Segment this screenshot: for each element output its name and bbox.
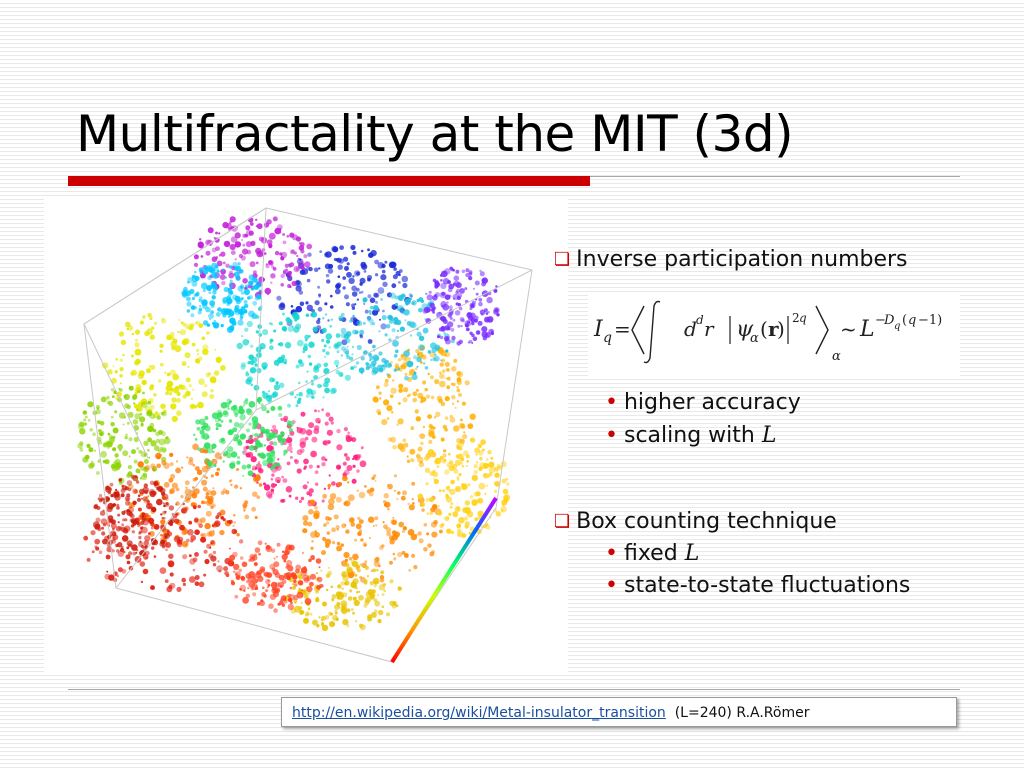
checkbox-square-icon: ❏ bbox=[554, 249, 571, 270]
subitem-text: fixed bbox=[623, 541, 685, 566]
svg-text:): ) bbox=[777, 317, 785, 341]
bullet-inverse-participation: ❏ Inverse participation numbers bbox=[554, 245, 908, 276]
svg-text:ψ: ψ bbox=[736, 317, 754, 342]
subitem-fluctuations: • state-to-state fluctuations bbox=[605, 571, 910, 601]
svg-text:d: d bbox=[684, 317, 697, 341]
footer-credit: (L=240) R.A.Römer bbox=[674, 705, 810, 721]
svg-text:D: D bbox=[883, 313, 895, 328]
title-underline-accent bbox=[68, 176, 590, 186]
subitem-scaling: • scaling with L bbox=[605, 421, 776, 451]
svg-text:=: = bbox=[614, 317, 631, 341]
svg-text:L: L bbox=[859, 317, 875, 342]
subitem-text: higher accuracy bbox=[623, 390, 801, 415]
footer-rule bbox=[68, 689, 960, 690]
svg-text:(: ( bbox=[902, 313, 907, 328]
bullet-dot-icon: • bbox=[605, 541, 618, 566]
svg-text:q: q bbox=[799, 311, 807, 325]
slide-title: Multifractality at the MIT (3d) bbox=[76, 105, 794, 163]
svg-text:q: q bbox=[908, 313, 916, 328]
bullet-dot-icon: • bbox=[605, 423, 618, 448]
subitem-fixed-l: • fixed L bbox=[605, 539, 699, 569]
footer-citation: http://en.wikipedia.org/wiki/Metal-insul… bbox=[281, 697, 957, 727]
svg-text:~: ~ bbox=[840, 317, 857, 341]
wikipedia-link[interactable]: http://en.wikipedia.org/wiki/Metal-insul… bbox=[292, 705, 666, 721]
subitem-text: scaling with bbox=[623, 423, 762, 448]
bullet-dot-icon: • bbox=[605, 390, 618, 415]
bullet-label: Inverse participation numbers bbox=[576, 247, 908, 272]
bullet-box-counting: ❏ Box counting technique bbox=[554, 507, 837, 538]
subitem-variable: L bbox=[684, 541, 700, 566]
svg-text:(: ( bbox=[760, 317, 768, 341]
svg-text:α: α bbox=[832, 349, 841, 364]
svg-text:−1): −1) bbox=[918, 313, 942, 328]
wavefunction-amplitude-clusters bbox=[77, 216, 511, 632]
bullet-label: Box counting technique bbox=[576, 509, 837, 534]
svg-text:I: I bbox=[593, 317, 604, 342]
title-underline-rule bbox=[590, 176, 960, 177]
checkbox-square-icon: ❏ bbox=[554, 511, 571, 532]
subitem-variable: L bbox=[761, 423, 777, 448]
subitem-higher-accuracy: • higher accuracy bbox=[605, 388, 801, 418]
multifractal-cube-image bbox=[44, 196, 568, 672]
ipr-equation: I q = d d r ψ α ( r ) 2 q α ~ L − D q ( … bbox=[588, 292, 960, 376]
svg-text:q: q bbox=[894, 321, 900, 332]
svg-text:r: r bbox=[768, 317, 779, 341]
svg-text:α: α bbox=[750, 331, 759, 346]
svg-text:q: q bbox=[603, 330, 612, 346]
svg-text:2: 2 bbox=[792, 311, 800, 325]
svg-text:r: r bbox=[704, 317, 715, 341]
svg-text:−: − bbox=[875, 313, 886, 328]
subitem-text: state-to-state fluctuations bbox=[623, 573, 911, 598]
svg-text:d: d bbox=[696, 313, 704, 327]
bullet-dot-icon: • bbox=[605, 573, 618, 598]
